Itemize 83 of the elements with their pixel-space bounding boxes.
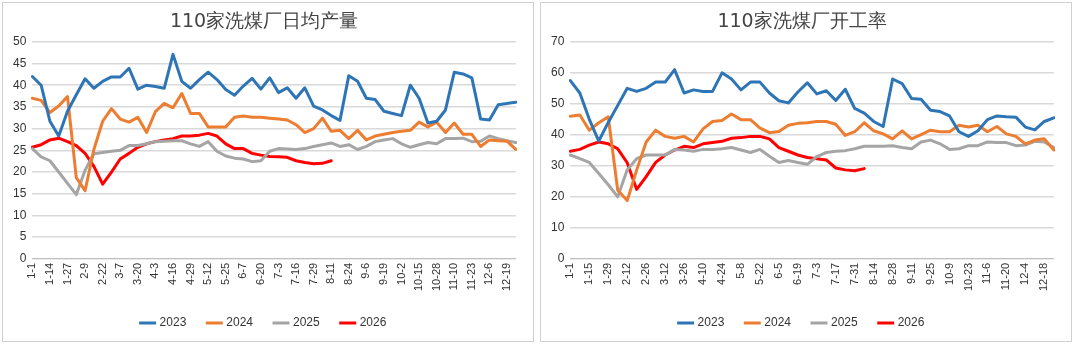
y-tick-label: 10 bbox=[550, 220, 565, 235]
x-tick-label: 6-20 bbox=[253, 262, 266, 285]
y-tick-label: 15 bbox=[12, 186, 27, 201]
x-tick-label: 9-11 bbox=[904, 262, 917, 285]
x-tick-label: 5-12 bbox=[201, 262, 214, 285]
legend-label: 2023 bbox=[697, 315, 725, 330]
x-tick-label: 6-7 bbox=[236, 262, 249, 279]
x-tick-label: 5-25 bbox=[218, 262, 231, 285]
x-tick-label: 10-23 bbox=[961, 262, 974, 292]
y-tick-label: 0 bbox=[557, 251, 565, 266]
x-tick-label: 12-4 bbox=[1018, 262, 1031, 285]
x-tick-label: 1-1 bbox=[563, 262, 576, 279]
x-tick-label: 1-14 bbox=[42, 262, 55, 285]
legend-label: 2026 bbox=[897, 315, 925, 330]
x-tick-label: 11-20 bbox=[999, 262, 1012, 291]
x-tick-label: 7-16 bbox=[289, 262, 302, 285]
x-tick-label: 4-16 bbox=[166, 262, 179, 285]
x-tick-label: 2-26 bbox=[639, 262, 652, 285]
x-tick-label: 12-18 bbox=[1037, 262, 1050, 292]
y-tick-label: 5 bbox=[19, 229, 27, 244]
y-tick-label: 40 bbox=[550, 127, 565, 142]
chart-title: 110家洗煤厂日均产量 bbox=[169, 9, 359, 32]
legend-label: 2025 bbox=[293, 315, 321, 330]
chart-title: 110家洗煤厂开工率 bbox=[717, 9, 887, 32]
x-tick-label: 3-7 bbox=[113, 262, 126, 279]
x-tick-label: 5-22 bbox=[752, 262, 765, 285]
y-tick-label: 50 bbox=[12, 34, 27, 49]
y-tick-label: 0 bbox=[19, 251, 27, 266]
x-tick-label: 5-8 bbox=[734, 262, 747, 279]
x-tick-label: 2-22 bbox=[95, 262, 108, 285]
x-tick-label: 1-27 bbox=[60, 262, 73, 285]
x-tick-label: 11-10 bbox=[447, 262, 460, 291]
x-tick-label: 8-11 bbox=[324, 262, 337, 285]
x-tick-label: 3-26 bbox=[677, 262, 690, 285]
x-tick-label: 1-29 bbox=[601, 262, 614, 285]
x-tick-label: 10-15 bbox=[412, 262, 425, 292]
y-tick-label: 20 bbox=[550, 189, 565, 204]
legend-label: 2023 bbox=[159, 315, 187, 330]
x-tick-label: 8-28 bbox=[885, 262, 898, 285]
x-tick-label: 10-9 bbox=[942, 262, 955, 285]
x-tick-label: 12-6 bbox=[482, 262, 495, 285]
y-tick-label: 30 bbox=[12, 120, 27, 135]
legend-label: 2025 bbox=[831, 315, 859, 330]
x-tick-label: 7-17 bbox=[828, 262, 841, 285]
x-tick-label: 9-19 bbox=[376, 262, 389, 285]
legend-label: 2026 bbox=[359, 315, 387, 330]
x-tick-label: 8-14 bbox=[866, 262, 879, 285]
x-tick-label: 6-5 bbox=[771, 262, 784, 279]
x-tick-label: 7-29 bbox=[306, 262, 319, 285]
x-tick-label: 4-29 bbox=[183, 262, 196, 285]
y-tick-label: 20 bbox=[12, 164, 27, 179]
y-tick-label: 40 bbox=[12, 77, 27, 92]
x-tick-label: 7-31 bbox=[847, 262, 860, 285]
y-tick-label: 35 bbox=[12, 99, 27, 114]
y-tick-label: 70 bbox=[550, 34, 565, 49]
x-tick-label: 8-24 bbox=[341, 262, 354, 285]
x-tick-label: 2-12 bbox=[620, 262, 633, 285]
x-tick-label: 12-19 bbox=[500, 262, 513, 292]
x-tick-label: 4-24 bbox=[715, 262, 728, 285]
x-tick-label: 11-23 bbox=[464, 262, 477, 291]
x-tick-label: 2-9 bbox=[78, 262, 91, 279]
y-tick-label: 45 bbox=[12, 55, 27, 70]
x-tick-label: 10-28 bbox=[429, 262, 442, 292]
x-tick-label: 1-1 bbox=[25, 262, 38, 279]
x-tick-label: 11-6 bbox=[980, 262, 993, 285]
legend-label: 2024 bbox=[764, 315, 792, 330]
y-tick-label: 30 bbox=[550, 158, 565, 173]
x-tick-label: 3-12 bbox=[658, 262, 671, 285]
y-tick-label: 50 bbox=[550, 96, 565, 111]
x-tick-label: 6-19 bbox=[790, 262, 803, 285]
legend-label: 2024 bbox=[226, 315, 254, 330]
x-tick-label: 7-3 bbox=[271, 262, 284, 279]
x-tick-label: 9-25 bbox=[923, 262, 936, 285]
x-tick-label: 4-10 bbox=[696, 262, 709, 285]
x-tick-label: 9-6 bbox=[359, 262, 372, 279]
x-tick-label: 4-3 bbox=[148, 262, 161, 279]
x-tick-label: 1-15 bbox=[582, 262, 595, 285]
x-tick-label: 3-20 bbox=[130, 262, 143, 285]
y-tick-label: 25 bbox=[12, 142, 27, 157]
y-tick-label: 60 bbox=[550, 65, 565, 80]
x-tick-label: 7-3 bbox=[809, 262, 822, 279]
x-tick-label: 10-2 bbox=[394, 262, 407, 285]
y-tick-label: 10 bbox=[12, 207, 27, 222]
